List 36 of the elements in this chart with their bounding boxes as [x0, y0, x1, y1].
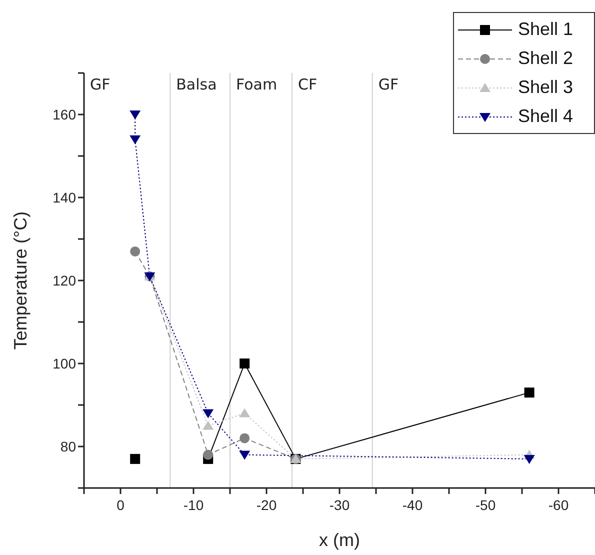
point [524, 388, 534, 398]
point [524, 454, 535, 464]
x-tick-label: -50 [475, 497, 496, 513]
x-axis-title: x (m) [319, 530, 360, 550]
y-tick-label: 100 [52, 356, 76, 372]
legend-label: Shell 3 [518, 77, 574, 98]
annotation: GF [378, 76, 399, 94]
point [239, 450, 250, 460]
x-tick-label: -10 [183, 497, 204, 513]
annotation: GF [90, 76, 110, 94]
point [239, 408, 250, 418]
y-axis-title: Temperature (°C) [10, 211, 30, 350]
y-tick-label: 160 [52, 106, 76, 122]
point [240, 358, 250, 368]
legend-label: Shell 4 [518, 106, 574, 127]
point [202, 420, 214, 430]
annotation: Balsa [176, 76, 217, 94]
x-tick-label: -40 [402, 497, 423, 513]
y-tick-label: 120 [52, 272, 76, 288]
point [202, 409, 214, 418]
x-tick-label: 0 [116, 497, 125, 513]
point [130, 135, 141, 144]
x-tick-label: -30 [329, 497, 350, 513]
annotation: Foam [236, 76, 278, 94]
legend-label: Shell 2 [518, 48, 574, 69]
y-tick-label: 140 [52, 190, 76, 206]
point [130, 454, 140, 464]
x-tick-label: -20 [256, 497, 277, 513]
point [130, 246, 140, 256]
legend-label: Shell 1 [518, 19, 574, 40]
x-tick-label: -60 [548, 497, 569, 513]
y-tick-label: 80 [60, 438, 76, 454]
point [203, 450, 214, 460]
point [240, 433, 250, 444]
annotation: CF [298, 76, 318, 94]
point [130, 110, 141, 120]
